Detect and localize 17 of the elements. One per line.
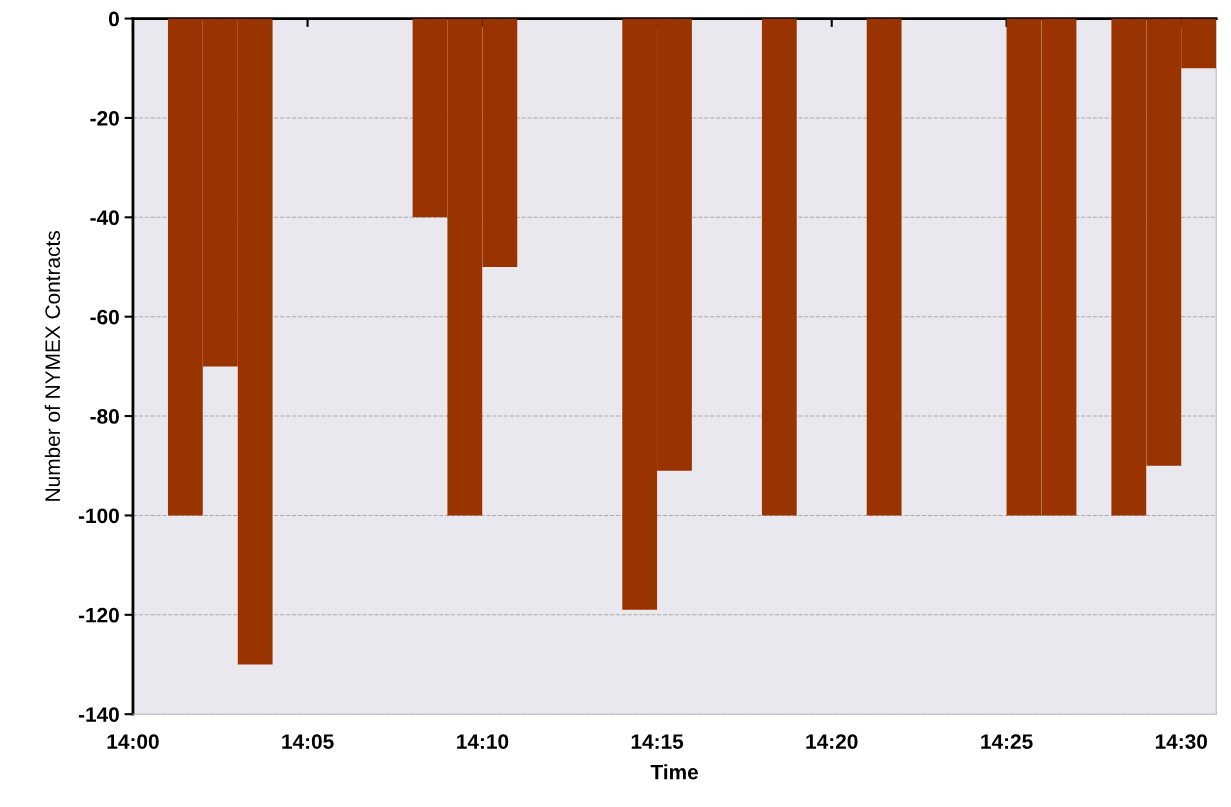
y-tick-label: -80 xyxy=(90,409,119,424)
x-tick-label: 14:15 xyxy=(631,734,684,749)
x-tick-label: 14:10 xyxy=(457,734,509,749)
y-tick-label: 0 xyxy=(108,11,119,27)
y-tick-label: -140 xyxy=(78,707,119,722)
y-axis-title: Number of NYMEX Contracts xyxy=(44,231,61,501)
y-tick-label: -120 xyxy=(78,607,119,623)
y-tick-label: -40 xyxy=(90,210,119,226)
y-tick-label: -20 xyxy=(90,110,119,126)
y-tick-label: -100 xyxy=(78,508,119,524)
y-tick-label: -60 xyxy=(90,309,119,325)
x-tick-label: 14:25 xyxy=(981,734,1033,749)
x-tick-label: 14:05 xyxy=(282,734,334,749)
x-tick-label: 14:00 xyxy=(107,734,159,749)
x-axis-title: Time xyxy=(650,764,699,780)
x-tick-label: 14:30 xyxy=(1155,734,1208,749)
x-tick-label: 14:20 xyxy=(806,734,858,749)
